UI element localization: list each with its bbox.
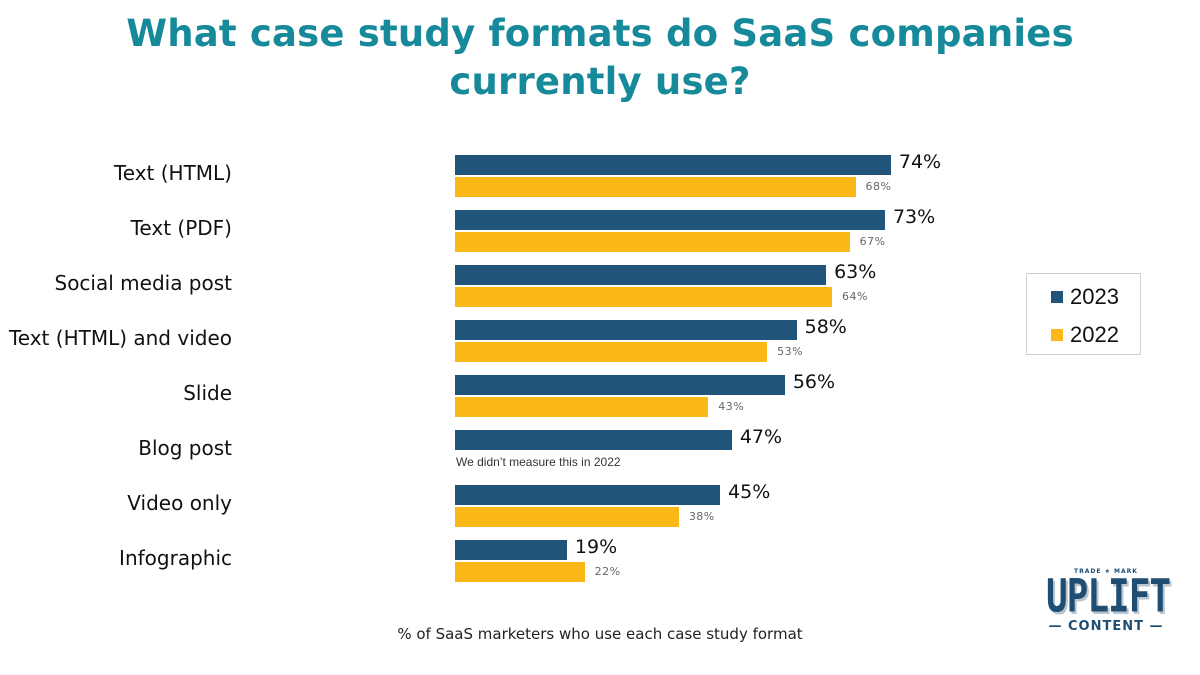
- value-label-2023: 74%: [898, 151, 942, 173]
- category-label: Social media post: [54, 271, 233, 295]
- legend: 2023 2022: [1026, 273, 1141, 355]
- value-label-2022: 64%: [841, 290, 868, 303]
- category-label: Text (HTML) and video: [8, 326, 232, 350]
- bar-row: Slide 56% 43%: [0, 371, 1000, 419]
- chart-title-line-1: What case study formats do SaaS companie…: [126, 12, 1074, 55]
- bar-row: Text (PDF) 73% 67%: [0, 206, 1000, 254]
- value-label-2023: 47%: [739, 426, 783, 448]
- bar-2023: [455, 375, 785, 395]
- bar-row: Text (HTML) and video 58% 53%: [0, 316, 1000, 364]
- value-label-2023: 73%: [892, 206, 936, 228]
- bar-2023: [455, 320, 797, 340]
- value-label-2023: 63%: [834, 261, 877, 283]
- bar-2022: [455, 342, 768, 362]
- logo-name: UPLIFT: [1046, 571, 1171, 623]
- value-label-2022: 38%: [688, 510, 715, 523]
- axis-caption: % of SaaS marketers who use each case st…: [397, 625, 803, 643]
- bar-row: Video only 45% 38%: [0, 481, 1000, 529]
- chart-title-line-2: currently use?: [449, 60, 751, 103]
- logo-sub: — CONTENT —: [1048, 619, 1164, 634]
- value-label-2022: 22%: [594, 565, 621, 578]
- value-label-2022: 53%: [777, 345, 804, 358]
- bar-2022: [455, 397, 709, 417]
- not-measured-note: We didn’t measure this in 2022: [456, 455, 621, 469]
- bar-2022: [455, 232, 850, 252]
- bar-2022: [455, 287, 832, 307]
- legend-item-2023: 2023: [1051, 284, 1119, 310]
- value-label-2023: 45%: [728, 481, 771, 503]
- bar-2023: [455, 155, 891, 175]
- bar-2023: [455, 485, 721, 505]
- bar-2022: [455, 507, 679, 527]
- value-label-2023: 58%: [804, 316, 847, 338]
- legend-swatch-2023: [1051, 291, 1063, 303]
- value-label-2022: 67%: [859, 235, 886, 248]
- uplift-content-logo: TRADE ★ MARK UPLIFT — CONTENT —: [1046, 568, 1171, 648]
- legend-label-2022: 2022: [1070, 322, 1119, 347]
- category-label: Text (PDF): [130, 216, 232, 240]
- category-label: Text (HTML): [113, 161, 232, 185]
- value-label-2023: 56%: [792, 371, 836, 393]
- bar-2022: [455, 562, 585, 582]
- category-label: Blog post: [138, 436, 232, 460]
- category-label: Slide: [183, 381, 232, 405]
- category-label: Video only: [127, 491, 232, 515]
- bar-row: Blog post 47% We didn’t measure this in 20…: [0, 426, 1000, 474]
- chart-title: What case study formats do SaaS companie…: [0, 10, 1200, 106]
- bar-row: Infographic 19% 22%: [0, 536, 1000, 584]
- bar-row: Social media post 63% 64%: [0, 261, 1000, 309]
- bar-2023: [455, 540, 567, 560]
- logo-trademark: TRADE ★ MARK: [1074, 568, 1138, 575]
- value-label-2023: 19%: [574, 536, 618, 558]
- bar-2023: [455, 210, 885, 230]
- bar-2022: [455, 177, 856, 197]
- bar-2023: [455, 430, 732, 450]
- value-label-2022: 68%: [865, 180, 892, 193]
- value-label-2022: 43%: [718, 400, 745, 413]
- category-label: Infographic: [119, 546, 232, 570]
- legend-item-2022: 2022: [1051, 322, 1119, 348]
- legend-label-2023: 2023: [1070, 284, 1119, 309]
- bar-2023: [455, 265, 827, 285]
- bar-row: Text (HTML) 74% 68%: [0, 151, 1000, 199]
- legend-swatch-2022: [1051, 329, 1063, 341]
